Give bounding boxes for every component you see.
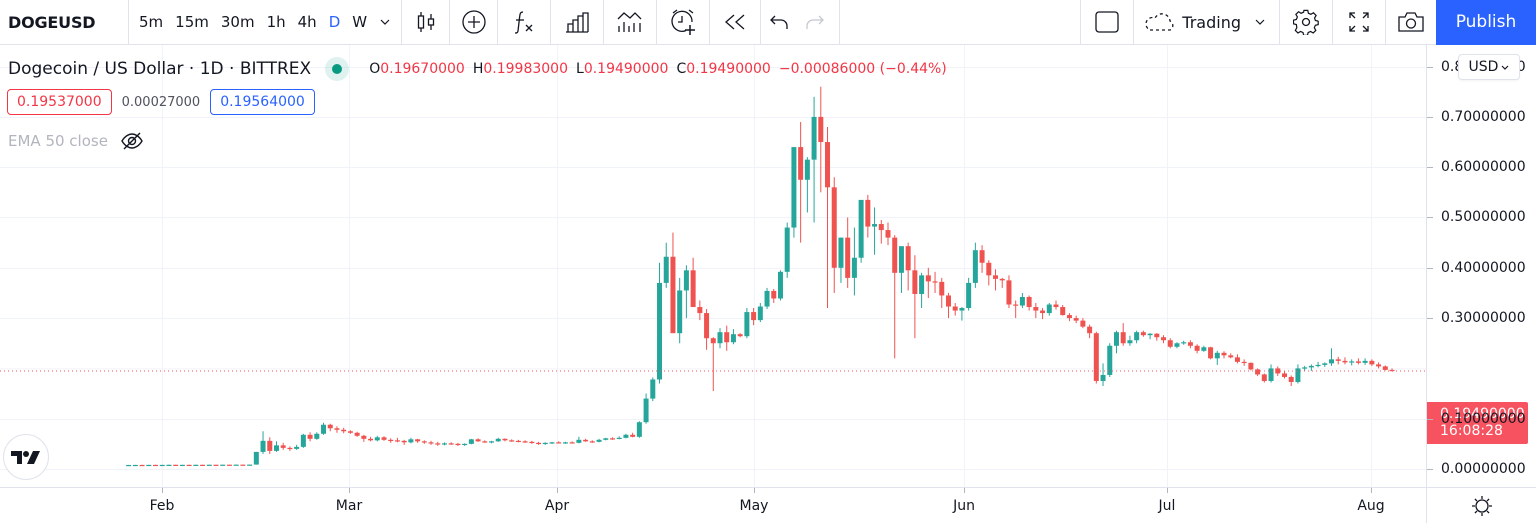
top-toolbar: DOGEUSD 5m 15m 30m 1h 4h D W (0, 0, 1536, 45)
indicator-label: EMA 50 close (8, 132, 108, 150)
publish-button[interactable]: Publish (1436, 0, 1536, 45)
high-key: H (472, 61, 484, 77)
bar-countdown: 16:08:28 (1440, 423, 1503, 439)
time-axis-label: May (739, 498, 769, 514)
toolbar-divider (128, 0, 129, 45)
time-axis-label: Aug (1357, 498, 1385, 514)
interval-5m[interactable]: 5m (139, 13, 164, 31)
currency-select[interactable]: USD (1458, 54, 1520, 80)
legend-title[interactable]: Dogecoin / US Dollar · 1D · BITTREX (8, 59, 312, 79)
time-tick (557, 488, 558, 493)
chart-settings-button[interactable] (1426, 487, 1536, 523)
price-tick (1427, 117, 1433, 118)
settings-gear-icon[interactable] (1280, 0, 1332, 45)
time-tick (349, 488, 350, 493)
time-axis-label: Mar (335, 498, 363, 514)
sell-button[interactable]: 0.19537000 (7, 89, 112, 115)
interval-1w[interactable]: W (352, 13, 368, 31)
price-tick (1427, 469, 1433, 470)
close-key: C (676, 61, 687, 77)
price-axis-label: 0.30000000 (1441, 310, 1526, 326)
price-tick (1427, 167, 1433, 168)
layout-menu-button[interactable]: Trading (1134, 0, 1279, 45)
indicators-icon[interactable] (498, 0, 550, 45)
alert-icon[interactable] (657, 0, 709, 45)
change-value: −0.00086000 (−0.44%) (778, 61, 947, 77)
chevron-down-icon (1502, 65, 1509, 70)
price-tick (1427, 67, 1433, 68)
spread-value: 0.00027000 (121, 94, 201, 110)
low-value: 0.19490000 (583, 61, 669, 77)
price-axis-label: 0.10000000 (1441, 411, 1526, 427)
price-axis-label: 0.70000000 (1441, 109, 1526, 125)
interval-30m[interactable]: 30m (220, 13, 255, 31)
price-tick (1427, 318, 1433, 319)
fullscreen-layout-icon[interactable] (1081, 0, 1133, 45)
tradingview-logo-icon (11, 451, 40, 464)
high-value: 0.19983000 (483, 61, 568, 77)
time-tick (754, 488, 755, 493)
templates-icon[interactable] (604, 0, 656, 45)
cloud-icon (1145, 13, 1174, 31)
time-tick (162, 488, 163, 493)
undo-icon[interactable] (761, 0, 797, 45)
chart-pane[interactable] (0, 45, 1426, 487)
replay-icon[interactable] (710, 0, 760, 45)
redo-icon[interactable] (797, 0, 833, 45)
open-value: 0.19670000 (380, 61, 465, 77)
time-axis[interactable]: Feb Mar Apr May Jun Jul Aug (0, 487, 1426, 523)
time-tick (1167, 488, 1168, 493)
price-tick (1427, 419, 1433, 420)
price-axis-label: 0.00000000 (1441, 461, 1526, 477)
price-axis-label: 0.60000000 (1441, 159, 1526, 175)
price-axis-label: 0.40000000 (1441, 260, 1526, 276)
price-tick (1427, 268, 1433, 269)
camera-icon[interactable] (1386, 0, 1436, 45)
bid-ask-panel: 0.19537000 0.00027000 0.19564000 (7, 89, 315, 115)
time-axis-label: Apr (544, 498, 570, 514)
candlestick-chart (0, 45, 1426, 487)
symbol-search-button[interactable]: DOGEUSD (8, 12, 96, 32)
current-price-tag: 0.19490000 16:08:28 (1427, 402, 1528, 444)
layout-name: Trading (1182, 12, 1241, 32)
interval-1h[interactable]: 1h (266, 13, 286, 31)
chevron-down-icon (1255, 19, 1265, 25)
price-axis-label: 0.50000000 (1441, 209, 1526, 225)
time-axis-label: Jul (1158, 498, 1176, 514)
indicator-legend-ema[interactable]: EMA 50 close (8, 132, 144, 150)
buy-button[interactable]: 0.19564000 (210, 89, 315, 115)
financials-icon[interactable] (551, 0, 603, 45)
currency-label: USD (1468, 59, 1499, 75)
add-compare-icon[interactable] (450, 0, 497, 45)
time-tick (964, 488, 965, 493)
market-status-icon[interactable] (325, 57, 350, 81)
chevron-down-icon[interactable] (373, 0, 397, 45)
sun-settings-icon (1471, 495, 1492, 516)
eye-hidden-icon[interactable] (120, 132, 144, 150)
interval-15m[interactable]: 15m (175, 13, 209, 31)
time-tick (1371, 488, 1372, 493)
open-key: O (369, 61, 381, 77)
tradingview-logo[interactable] (3, 434, 49, 480)
current-price: 0.19490000 (1440, 406, 1525, 422)
interval-group: 5m 15m 30m 1h 4h D W (129, 0, 401, 45)
interval-4h[interactable]: 4h (297, 13, 317, 31)
low-key: L (576, 61, 584, 77)
interval-1d[interactable]: D (328, 13, 341, 31)
time-axis-label: Feb (149, 498, 175, 514)
time-axis-label: Jun (953, 498, 975, 514)
chart-legend: Dogecoin / US Dollar · 1D · BITTREX O0.1… (8, 57, 947, 81)
price-tick (1427, 217, 1433, 218)
close-value: 0.19490000 (686, 61, 771, 77)
price-axis[interactable]: 0.19490000 16:08:28 0.800000000.70000000… (1426, 45, 1536, 487)
fullscreen-icon[interactable] (1333, 0, 1385, 45)
ohlc-values: O0.19670000 H0.19983000 L0.19490000 C0.1… (369, 61, 947, 77)
candlestick-icon[interactable] (402, 0, 449, 45)
